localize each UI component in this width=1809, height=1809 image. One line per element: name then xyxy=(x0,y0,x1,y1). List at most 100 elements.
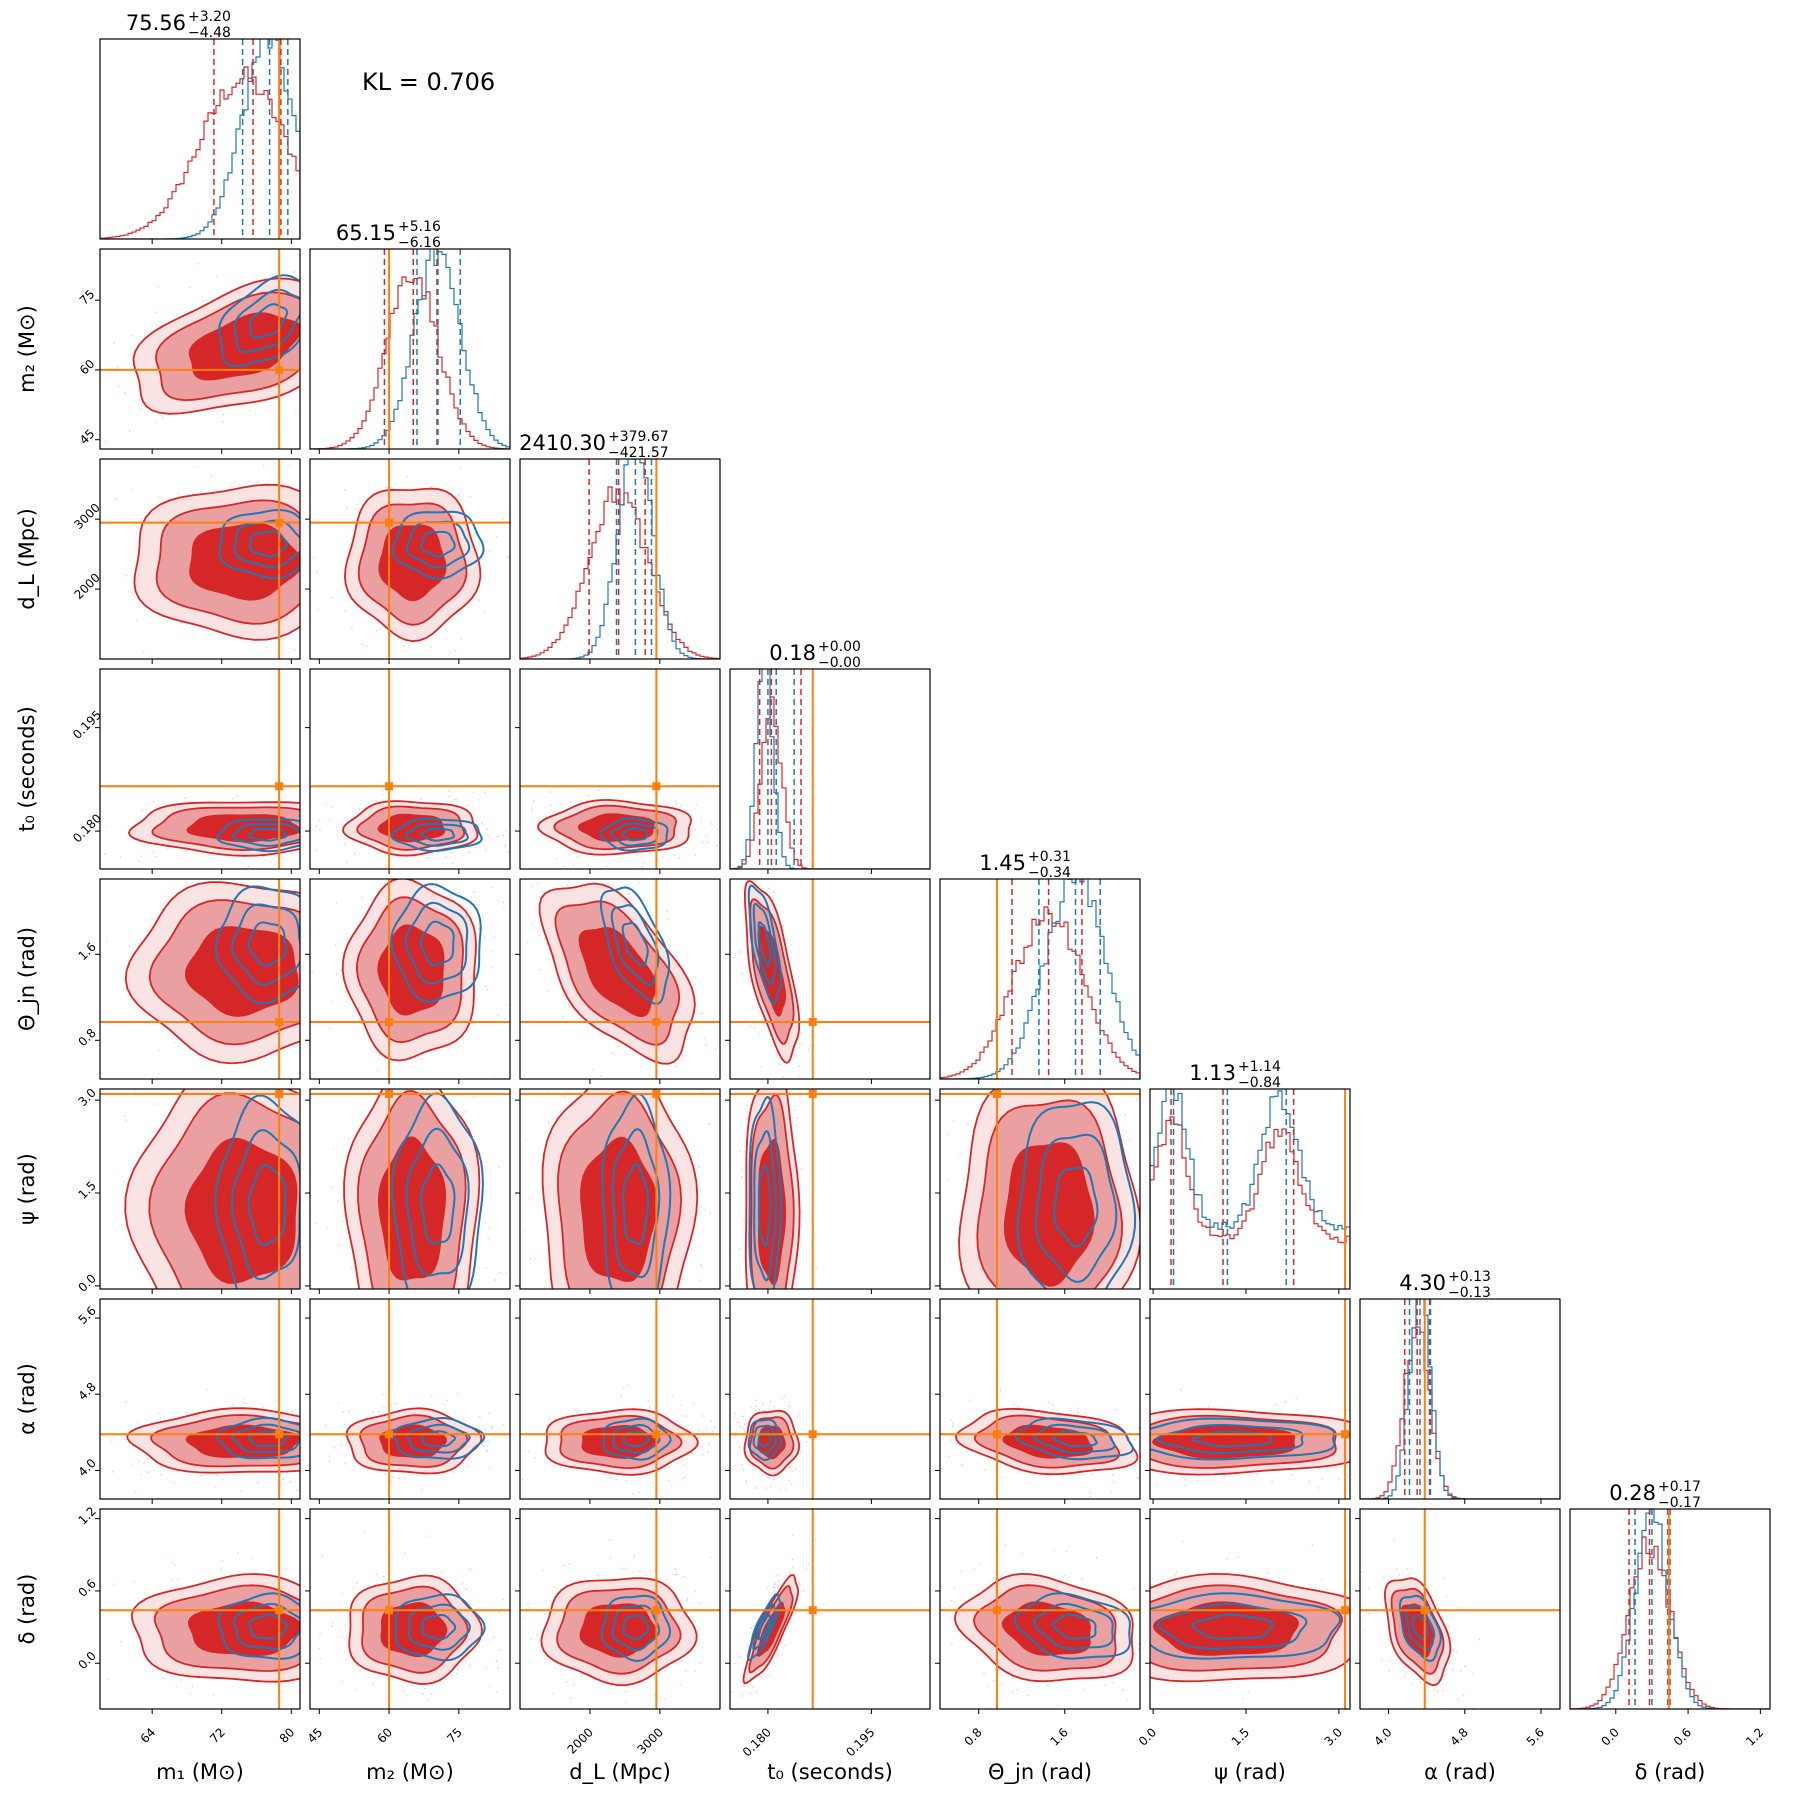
svg-text:−0.34: −0.34 xyxy=(1028,865,1071,881)
contour-panel-alpha-delta xyxy=(1355,1508,1561,1714)
blue-contour-level-1 xyxy=(1150,1592,1342,1660)
x-axis-label: m₁ (M⊙) xyxy=(156,1760,244,1784)
contour-panel-t0-delta xyxy=(725,1508,931,1714)
panel-frame xyxy=(309,1298,511,1500)
blue-contour-level-3 xyxy=(757,1613,772,1641)
y-tick-label: 0.6 xyxy=(75,1576,98,1599)
x-tick-label: 1.2 xyxy=(1743,1725,1766,1748)
svg-text:65.15: 65.15 xyxy=(336,221,396,245)
red-histogram xyxy=(310,276,510,449)
y-tick-label: 1.2 xyxy=(75,1504,98,1527)
svg-text:2410.30: 2410.30 xyxy=(519,431,606,455)
y-tick-label: 4.0 xyxy=(75,1456,98,1479)
panel-frame xyxy=(1569,1508,1771,1710)
blue-contour-level-2 xyxy=(1033,1423,1116,1454)
panel-frame xyxy=(519,878,721,1080)
x-tick-label: 0.0 xyxy=(1136,1725,1159,1748)
blue-contour-level-3 xyxy=(419,920,455,967)
x-axis-label: δ (rad) xyxy=(1635,1760,1706,1784)
red-contour-level-3 xyxy=(577,813,655,842)
x-tick-label: 0.180 xyxy=(740,1725,774,1759)
histogram-panel-psi: 1.13 +1.14−0.84 xyxy=(1149,1059,1351,1294)
blue-contour-level-3 xyxy=(420,1163,456,1245)
y-tick-label: 4.8 xyxy=(75,1380,98,1403)
contour-panel-m1-t0 xyxy=(95,668,301,874)
panel-frame xyxy=(519,1088,721,1290)
blue-contour-level-2 xyxy=(405,822,469,847)
svg-text:+3.20: +3.20 xyxy=(188,9,231,25)
x-tick-label: 0.6 xyxy=(1671,1725,1694,1748)
blue-histogram xyxy=(310,249,510,449)
truth-marker xyxy=(385,782,394,791)
blue-contour-level-1 xyxy=(747,1418,782,1461)
panel-frame xyxy=(939,1088,1141,1290)
y-tick-label: 1.6 xyxy=(75,940,98,963)
truth-marker xyxy=(808,1606,817,1615)
x-axis-psi: 0.0 1.5 3.0 ψ (rad) xyxy=(1136,1725,1345,1784)
svg-text:4.30: 4.30 xyxy=(1399,1271,1446,1295)
x-tick-label: 1.5 xyxy=(1229,1725,1252,1748)
truth-marker xyxy=(1341,1430,1350,1439)
blue-contour-level-3 xyxy=(757,1164,772,1247)
panel-frame xyxy=(939,878,1141,1080)
panel-frame xyxy=(1149,1298,1351,1500)
blue-contour-level-3 xyxy=(247,1164,287,1247)
contour-panel-m1-dL xyxy=(95,458,301,664)
truth-marker xyxy=(275,1606,284,1615)
blue-contour-level-2 xyxy=(611,1604,661,1652)
svg-text:1.45: 1.45 xyxy=(979,851,1026,875)
histogram-title-alpha: 4.30 +0.13−0.13 xyxy=(1399,1269,1491,1301)
truth-marker xyxy=(1420,1606,1429,1615)
histogram-title-m2: 65.15 +5.16−6.16 xyxy=(336,219,441,251)
contour-panel-dL-delta xyxy=(515,1508,721,1714)
x-axis-label: t₀ (seconds) xyxy=(767,1760,893,1784)
x-tick-label: 3000 xyxy=(634,1725,665,1756)
svg-text:−6.16: −6.16 xyxy=(398,235,441,251)
x-axis-dL: 2000 3000 d_L (Mpc) xyxy=(565,1725,671,1785)
histogram-title-dL: 2410.30 +379.67−421.57 xyxy=(519,429,669,461)
panel-frame xyxy=(99,878,301,1080)
truth-marker xyxy=(652,1606,661,1615)
x-tick-label: 64 xyxy=(138,1725,159,1746)
x-tick-label: 80 xyxy=(277,1725,298,1746)
panel-frame xyxy=(1149,1088,1351,1290)
truth-marker xyxy=(385,1089,394,1098)
blue-contour-level-2 xyxy=(1405,1604,1436,1652)
blue-contour-level-2 xyxy=(404,901,469,985)
red-histogram xyxy=(100,66,300,239)
blue-contour-level-1 xyxy=(748,1095,783,1289)
blue-contour-level-1 xyxy=(214,885,300,1005)
contour-panel-m1-m2 xyxy=(95,248,301,454)
blue-contour-level-1 xyxy=(391,1092,484,1289)
y-tick-label: 60 xyxy=(77,357,98,378)
blue-contour-level-2 xyxy=(752,1603,777,1651)
panel-frame xyxy=(99,38,301,240)
blue-contour-level-2 xyxy=(230,1129,300,1281)
svg-text:1.13: 1.13 xyxy=(1189,1061,1236,1085)
svg-text:−4.48: −4.48 xyxy=(188,25,231,41)
red-contour-level-3 xyxy=(377,924,445,1016)
svg-text:+0.31: +0.31 xyxy=(1028,849,1071,865)
svg-text:+1.14: +1.14 xyxy=(1238,1059,1281,1075)
histogram-title-thetajn: 1.45 +0.31−0.34 xyxy=(979,849,1071,881)
panel-frame xyxy=(99,458,301,660)
red-contour-level-3 xyxy=(1003,1142,1095,1287)
red-contour-level-3 xyxy=(184,1137,298,1285)
histogram-panel-alpha: 4.30 +0.13−0.13 xyxy=(1359,1269,1561,1504)
blue-contour-level-2 xyxy=(753,1130,777,1282)
blue-contour-level-2 xyxy=(406,1423,471,1454)
panel-frame xyxy=(309,248,511,450)
blue-contour-level-2 xyxy=(407,1603,471,1651)
blue-histogram xyxy=(1360,1299,1560,1499)
truth-marker xyxy=(992,1430,1001,1439)
blue-contour-level-2 xyxy=(231,903,300,986)
contour-panel-t0-thetajn xyxy=(725,878,931,1084)
truth-marker xyxy=(385,1430,394,1439)
red-contour-level-3 xyxy=(186,814,300,843)
y-axis-label: δ (rad) xyxy=(15,1574,39,1645)
x-axis-label: d_L (Mpc) xyxy=(569,1760,671,1785)
contour-panel-t0-psi xyxy=(725,1088,931,1294)
red-contour-level-3 xyxy=(189,522,300,601)
histogram-title-t0: 0.18 +0.00−0.00 xyxy=(769,639,861,671)
y-tick-label: 3.0 xyxy=(75,1086,98,1109)
